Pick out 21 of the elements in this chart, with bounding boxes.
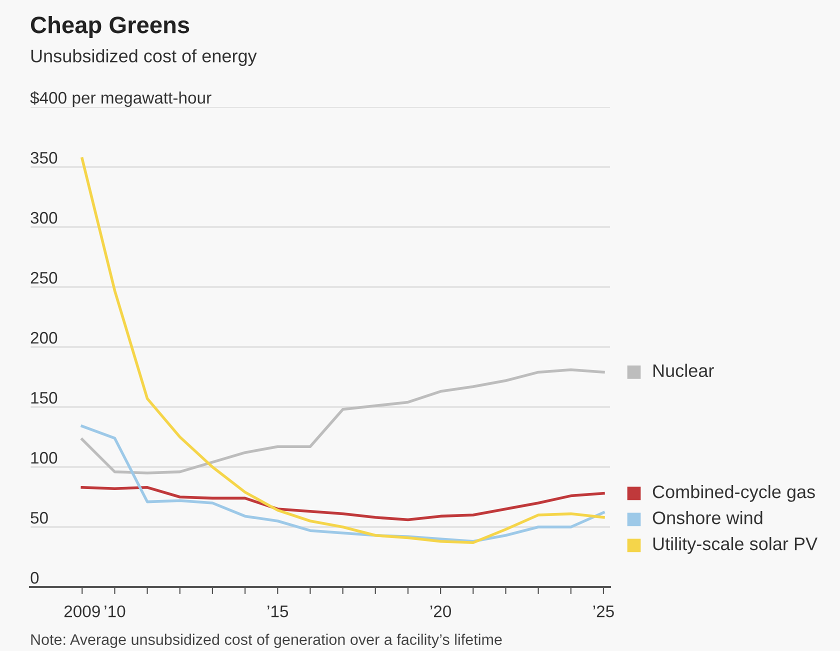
x-tick-label: ’15 (268, 606, 288, 618)
y-tick-label: 100 (31, 452, 58, 464)
y-tick-label: 250 (30, 272, 58, 284)
x-tick-label: 2009 (64, 605, 100, 618)
text: Note: Average unsubsidized cost of generation over a facility’s lifetime (31, 634, 502, 648)
x-tick-label: ’25 (593, 605, 614, 618)
y-tick-label: 150 (31, 392, 58, 404)
y-tick-label: $400 per megawatt-hour (30, 91, 212, 107)
x-tick-label: ’20 (430, 605, 452, 618)
legend-label: Onshore wind (652, 510, 762, 524)
x-tick-label: ’10 (104, 605, 126, 618)
y-tick-label: 300 (30, 212, 58, 224)
legend-label: Combined-cycle gas (652, 484, 815, 502)
y-tick-label: 0 (30, 572, 39, 584)
chart-subtitle: Unsubsidized cost of energy (31, 49, 257, 66)
legend-label: Utility-scale solar PV (653, 536, 818, 554)
y-tick-label: 50 (30, 512, 48, 524)
y-tick-label: 200 (30, 332, 58, 344)
y-tick-label: 350 (30, 152, 58, 164)
chart-title: Cheap Greens (30, 16, 190, 38)
legend-label: Nuclear (653, 364, 714, 378)
